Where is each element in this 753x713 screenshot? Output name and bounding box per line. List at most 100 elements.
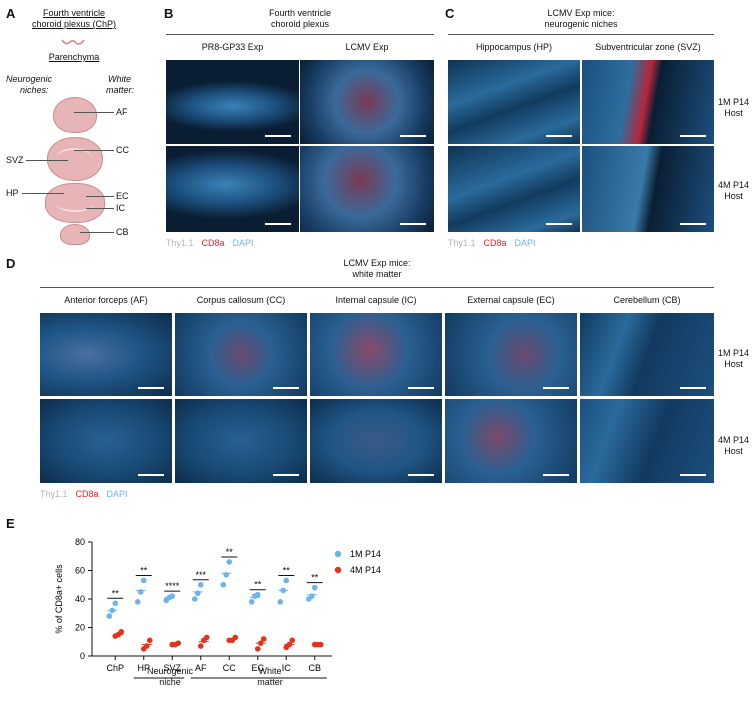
data-point: [137, 589, 144, 595]
panel-c-stain-legend: Thy1.1 CD8a DAPI: [448, 238, 536, 248]
x-tick-label: CB: [308, 663, 321, 673]
micrograph-af-4m: [40, 399, 172, 483]
data-point: [226, 559, 233, 565]
micrograph-svz-1m: [582, 60, 714, 144]
micrograph-chp-lcmv-2: [300, 146, 434, 232]
micrograph-ec-1m: [445, 313, 577, 396]
panel-e-letter: E: [6, 516, 15, 531]
group-white-2: matter: [257, 677, 283, 687]
brain-section-cb: [60, 224, 90, 245]
data-point: [197, 581, 204, 588]
group-white-1: White: [258, 666, 282, 676]
panel-c-title-2: neurogenic niches: [544, 19, 618, 29]
brain-section-cc: [47, 137, 103, 181]
brain-section-hp: [45, 183, 105, 223]
data-point: [112, 600, 119, 607]
data-point: [140, 577, 147, 584]
panel-b-letter: B: [164, 6, 174, 21]
niches-label-2: niches:: [20, 85, 49, 95]
label-ec: EC: [116, 191, 129, 201]
choroid-plexus-icon: [61, 39, 85, 45]
panel-b-col-1: PR8-GP33 Exp: [201, 42, 264, 52]
significance-label: **: [254, 580, 262, 590]
panel-a-title-1: Fourth ventricle: [42, 8, 106, 18]
significance-label: **: [112, 588, 120, 598]
label-ic: IC: [116, 203, 125, 213]
legend-label: 1M P14: [350, 549, 381, 559]
panel-c-row-1-b: Host: [724, 108, 743, 118]
micrograph-hp-4m: [448, 146, 580, 232]
data-point: [254, 591, 261, 598]
group-neurogenic-2: niche: [159, 677, 181, 687]
white-label-2: matter:: [106, 85, 135, 95]
x-tick-label: AF: [195, 663, 207, 673]
data-point: [118, 628, 125, 635]
panel-a-letter: A: [6, 6, 16, 21]
legend-label: 4M P14: [350, 565, 381, 575]
y-tick-label: 40: [75, 594, 85, 604]
label-cb: CB: [116, 227, 129, 237]
legend-marker: [334, 550, 342, 558]
x-tick-label: SVZ: [163, 663, 181, 673]
micrograph-chp-pr8-1: [166, 60, 299, 144]
y-tick-label: 80: [75, 537, 85, 547]
data-point: [248, 599, 255, 605]
data-point: [308, 593, 315, 599]
x-tick-label: ChP: [106, 663, 124, 673]
label-cc: CC: [116, 145, 129, 155]
micrograph-cc-4m: [175, 399, 307, 483]
y-tick-label: 0: [80, 651, 85, 661]
x-tick-label: EC: [251, 663, 264, 673]
panel-d-col-ec: External capsule (EC): [467, 295, 555, 305]
panel-c-col-2: Subventricular zone (SVZ): [595, 42, 701, 52]
data-point: [134, 599, 141, 605]
data-point: [232, 634, 239, 641]
panel-d-letter: D: [6, 256, 16, 271]
panel-c-col-1: Hippocampus (HP): [475, 42, 553, 52]
white-label-1: White: [108, 74, 132, 84]
group-neurogenic-1: Neurogenic: [146, 666, 194, 676]
data-point: [289, 637, 296, 644]
panel-d-row-1-a: 1M P14: [717, 348, 750, 358]
panel-b-title-2: choroid plexus: [270, 19, 330, 29]
micrograph-ec-4m: [445, 399, 577, 483]
legend-marker: [334, 566, 342, 574]
panel-c-row-2-a: 4M P14: [717, 180, 750, 190]
panel-d-col-cc: Corpus callosum (CC): [196, 295, 286, 305]
micrograph-cb-1m: [580, 313, 714, 396]
micrograph-ic-1m: [310, 313, 442, 396]
data-point: [203, 634, 210, 641]
data-point: [283, 577, 290, 584]
panel-d-row-2-b: Host: [724, 446, 743, 456]
data-point: [143, 643, 150, 649]
panel-c-title-1: LCMV Exp mice:: [547, 8, 615, 18]
micrograph-ic-4m: [310, 399, 442, 483]
x-tick-label: CC: [223, 663, 236, 673]
niches-label-1: Neurogenic: [6, 74, 53, 84]
data-point: [254, 646, 261, 652]
micrograph-cc-1m: [175, 313, 307, 396]
panel-d-title-2: white matter: [352, 269, 402, 279]
y-axis-title: % of CD8a+ cells: [54, 564, 64, 634]
cd8-scatter-chart: 0 20 40 60 80 % of CD8a+ cells ChP HP SVZ AF CC EC I…: [54, 537, 381, 679]
panel-b-col-2: LCMV Exp: [345, 42, 389, 52]
panel-d-col-cb: Cerebellum (CB): [613, 295, 681, 305]
panel-d-row-1-b: Host: [724, 359, 743, 369]
panel-a-parenchyma: Parenchyma: [48, 52, 100, 62]
data-point: [191, 596, 198, 602]
data-point: [311, 584, 318, 591]
panel-d-col-af: Anterior forceps (AF): [64, 295, 148, 305]
panel-b-stain-legend: Thy1.1 CD8a DAPI: [166, 238, 254, 248]
panel-c-row-2-b: Host: [724, 191, 743, 201]
significance-label: ****: [165, 581, 180, 591]
data-point: [175, 640, 182, 646]
data-point: [277, 599, 284, 605]
data-point: [146, 637, 153, 644]
panel-c-row-1-a: 1M P14: [717, 97, 750, 107]
data-point: [223, 571, 230, 578]
significance-label: **: [311, 573, 319, 583]
brain-section-af: [53, 97, 97, 133]
label-svz: SVZ: [6, 155, 24, 165]
panel-a-title-2: choroid plexus (ChP): [31, 19, 117, 29]
micrograph-cb-4m: [580, 399, 714, 483]
